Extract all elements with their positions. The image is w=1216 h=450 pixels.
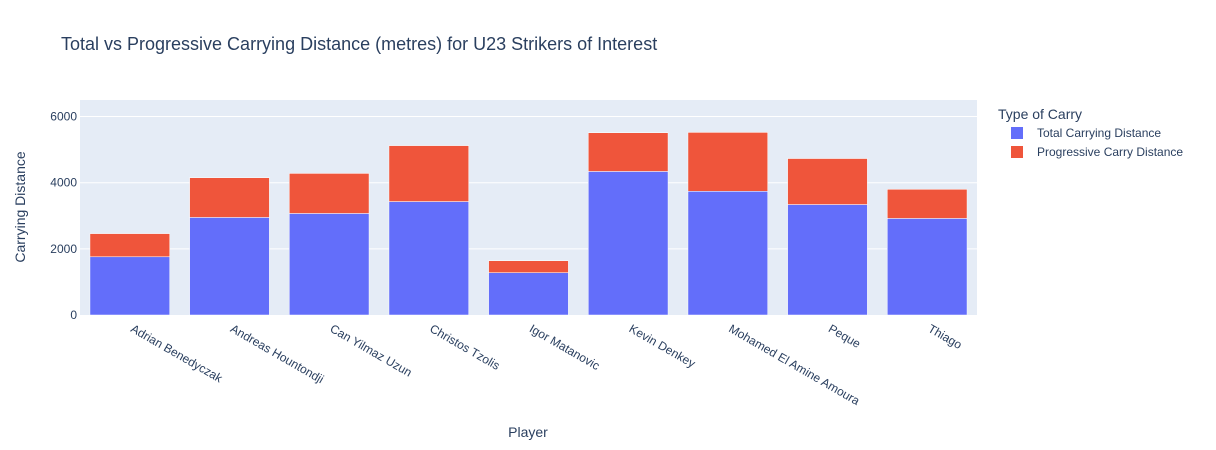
x-tick-label: Can Yilmaz Uzun xyxy=(328,321,415,379)
legend-label[interactable]: Total Carrying Distance xyxy=(1037,126,1161,140)
legend-swatch xyxy=(1011,146,1023,158)
bar-progressive[interactable] xyxy=(887,189,968,219)
x-tick-label: Igor Matanovic xyxy=(527,321,602,372)
y-axis-title: Carrying Distance xyxy=(12,151,28,262)
bar-progressive[interactable] xyxy=(189,177,270,218)
x-tick-label: Peque xyxy=(826,321,863,351)
x-axis-title: Player xyxy=(508,424,548,440)
x-tick-labels: Adrian Benedyczak Andreas Hountondji Can Y… xyxy=(128,321,964,408)
bar-total[interactable] xyxy=(488,272,569,316)
bar-total[interactable] xyxy=(89,256,170,316)
chart-title: Total vs Progressive Carrying Distance (… xyxy=(61,34,657,54)
x-tick-label: Adrian Benedyczak xyxy=(128,321,225,385)
y-tick-label: 0 xyxy=(70,308,77,322)
bar-progressive[interactable] xyxy=(388,145,469,202)
x-tick-label: Thiago xyxy=(926,321,965,352)
bar-progressive[interactable] xyxy=(488,260,569,273)
legend-title: Type of Carry xyxy=(998,106,1082,122)
bar-total[interactable] xyxy=(787,204,868,316)
y-tick-labels: 0 2000 4000 6000 xyxy=(50,110,77,322)
bar-total[interactable] xyxy=(388,201,469,316)
bar-progressive[interactable] xyxy=(787,158,868,205)
x-tick-label: Kevin Denkey xyxy=(627,321,698,370)
bar-progressive[interactable] xyxy=(289,173,370,214)
bar-total[interactable] xyxy=(289,213,370,316)
bar-total[interactable] xyxy=(189,217,270,316)
legend[interactable]: Type of Carry Total Carrying Distance Pro… xyxy=(998,106,1183,159)
bar-progressive[interactable] xyxy=(687,132,768,192)
bars xyxy=(89,132,968,316)
y-tick-label: 6000 xyxy=(50,110,77,124)
bar-total[interactable] xyxy=(887,218,968,316)
bar-progressive[interactable] xyxy=(89,233,170,258)
x-tick-label: Andreas Hountondji xyxy=(228,321,326,386)
bar-total[interactable] xyxy=(588,171,669,316)
y-tick-label: 4000 xyxy=(50,176,77,190)
legend-swatch xyxy=(1011,127,1023,139)
bar-total[interactable] xyxy=(687,191,768,316)
x-tick-label: Christos Tzolis xyxy=(427,321,502,372)
bar-progressive[interactable] xyxy=(588,132,669,172)
y-tick-label: 2000 xyxy=(50,242,77,256)
legend-label[interactable]: Progressive Carry Distance xyxy=(1037,145,1183,159)
